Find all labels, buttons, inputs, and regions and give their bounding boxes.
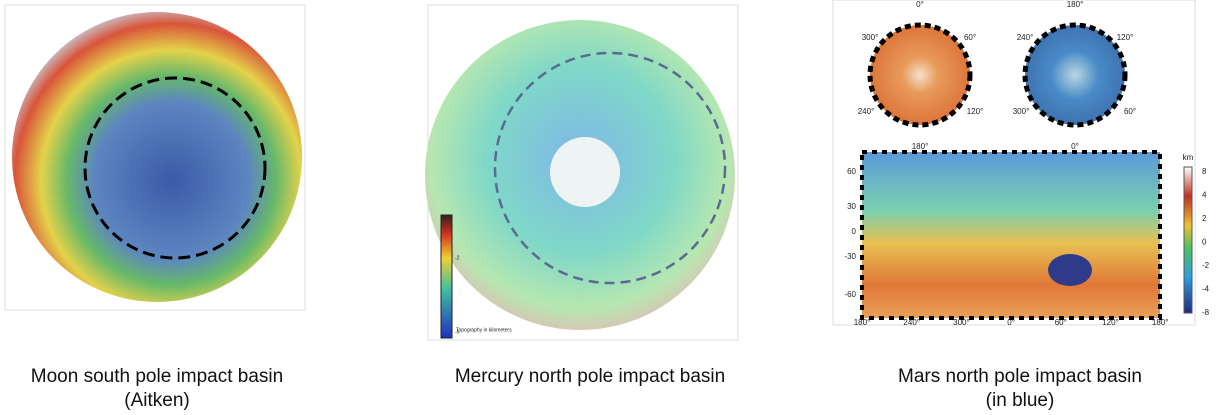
colorbar-tick: -6 [455, 329, 460, 335]
axis-label: -30 [844, 252, 856, 261]
globe-label: 240° [1017, 33, 1034, 42]
globe-label: 60° [1124, 107, 1136, 116]
colorbar [1183, 166, 1193, 314]
axis-label: 60° [1055, 318, 1067, 327]
globe-label: 60° [964, 33, 976, 42]
colorbar [440, 214, 453, 339]
colorbar-tick: 0 [1202, 238, 1207, 247]
polar-gap [550, 137, 620, 207]
axis-label: 180° [1152, 318, 1169, 327]
axis-label: 120° [1102, 318, 1119, 327]
globe-label: 180° [1067, 0, 1084, 9]
caption: Mercury north pole impact basin [455, 366, 725, 387]
colorbar-tick: -2 [1202, 261, 1210, 270]
globe-label: 0° [916, 0, 924, 9]
mars-globe [1022, 22, 1128, 128]
colorbar-tick: 8 [1202, 167, 1207, 176]
axis-label: 30 [847, 202, 856, 211]
caption: (in blue) [986, 390, 1055, 411]
caption: Moon south pole impact basin [31, 366, 283, 387]
colorbar-tick: -8 [1202, 308, 1210, 317]
colorbar-tick: 2 [1202, 214, 1207, 223]
globe-label: 180° [912, 142, 929, 151]
colorbar-unit: km [1183, 153, 1194, 162]
mars-map [860, 150, 1162, 320]
moon-map [12, 12, 302, 302]
globe-label: 120° [967, 107, 984, 116]
crater [1048, 254, 1092, 286]
axis-label: 240° [903, 318, 920, 327]
globe-label: 300° [1013, 107, 1030, 116]
caption: Mars north pole impact basin [898, 366, 1142, 387]
colorbar-label: Topography in kilometers [456, 327, 512, 333]
axis-label: 300° [953, 318, 970, 327]
axis-label: 0 [852, 227, 857, 236]
mars-globe [867, 22, 973, 128]
globe-label: 0° [1071, 142, 1079, 151]
globe-label: 240° [858, 107, 875, 116]
colorbar-tick: -4 [1202, 285, 1210, 294]
colorbar-tick: 4 [1202, 191, 1207, 200]
globe-label: 300° [862, 33, 879, 42]
globe-label: 120° [1117, 33, 1134, 42]
axis-label: 60 [847, 167, 856, 176]
basin-outline [83, 76, 267, 260]
basin-outline [493, 51, 727, 285]
axis-label: -60 [844, 290, 856, 299]
axis-label: 180° [854, 318, 871, 327]
caption: (Aitken) [124, 390, 189, 411]
colorbar-tick: -2 [455, 255, 460, 261]
axis-label: 0° [1007, 318, 1015, 327]
